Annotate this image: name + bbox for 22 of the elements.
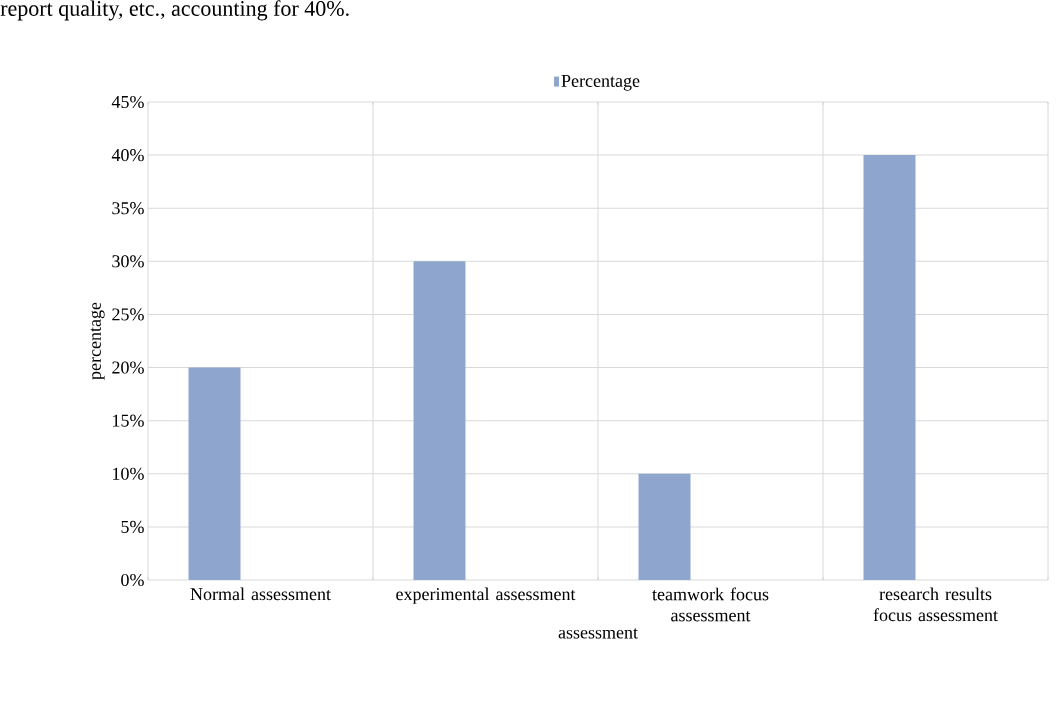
x-axis-title: assessment — [558, 628, 638, 639]
y-tick-label: 30% — [112, 255, 144, 268]
x-tick-label: experimental assessment — [396, 587, 576, 604]
y-tick-label: 10% — [113, 467, 144, 480]
x-tick-label: teamwork focus assessment — [652, 587, 769, 622]
text: report quality, etc., accounting for 40%. — [0, 0, 349, 21]
bar — [863, 155, 916, 580]
y-axis-title: percentage — [90, 302, 105, 380]
bar — [638, 473, 691, 580]
y-tick-label: 25% — [112, 308, 144, 321]
y-tick-label: 0% — [121, 573, 144, 587]
y-tick-label: 20% — [112, 361, 144, 374]
bar — [188, 367, 241, 580]
x-tick-label: Normal assessment — [190, 587, 331, 601]
legend-label: Percentage — [561, 74, 640, 91]
x-tick-label: research results focus assessment — [873, 587, 998, 622]
y-tick-label: 5% — [121, 520, 144, 533]
y-tick-label: 45% — [111, 95, 144, 109]
y-tick-label: 15% — [113, 414, 144, 427]
y-tick-label: 40% — [111, 149, 144, 162]
bar — [413, 261, 466, 580]
y-tick-label: 35% — [112, 202, 144, 215]
